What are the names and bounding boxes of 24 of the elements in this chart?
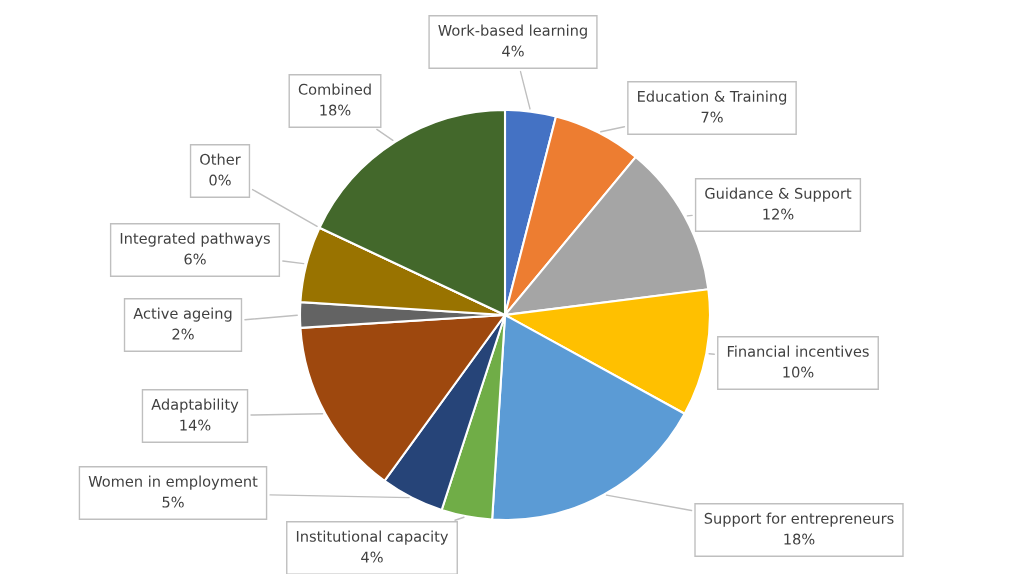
slice-label: Combined — [298, 83, 371, 95]
slice-label: Institutional capacity — [296, 530, 449, 545]
data-label: 18% — [784, 533, 815, 545]
slice-label: Work-based learning — [438, 24, 587, 39]
slice-label: Active ageing — [133, 307, 232, 322]
slice-label: Education & Training — [638, 90, 787, 105]
slice-label: Women in employment — [88, 475, 258, 490]
data-label: 12% — [763, 208, 794, 220]
slice-label: Guidance & Support — [705, 187, 852, 202]
data-label: 7% — [701, 111, 723, 123]
category-label: Other — [200, 153, 241, 165]
data-label: 14% — [180, 419, 211, 431]
data-label: 18% — [320, 104, 351, 116]
data-label: 2% — [172, 328, 194, 340]
data-label: 5% — [162, 496, 184, 508]
slice-label: Integrated pathways — [120, 232, 270, 247]
data-label: 6% — [184, 253, 206, 265]
data-label: 4% — [502, 45, 524, 57]
slice-label: Support for entrepreneurs — [704, 512, 894, 527]
data-label: 10% — [783, 366, 814, 378]
slice-label: Adaptability — [151, 398, 239, 413]
text: 0% — [209, 174, 231, 186]
slice-label: Financial incentives — [727, 345, 869, 357]
data-label: 4% — [361, 551, 383, 563]
